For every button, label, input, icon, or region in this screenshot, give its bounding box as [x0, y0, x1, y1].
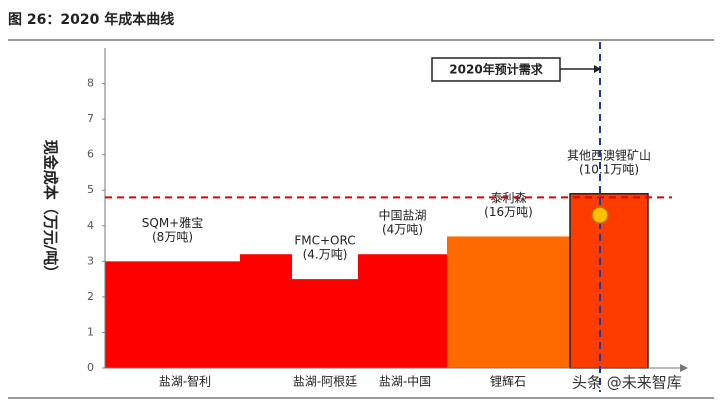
chart-title: 图 26：2020 年成本曲线 — [8, 11, 174, 28]
bar — [240, 254, 292, 368]
x-tick-label: 盐湖-中国 — [379, 374, 431, 389]
y-axis-label: 现金成本（万元/吨） — [42, 140, 60, 280]
y-tick-label: 0 — [87, 361, 94, 374]
bar-label: 泰利森 — [490, 190, 526, 205]
y-tick-label: 4 — [87, 219, 94, 232]
bar — [569, 193, 649, 369]
x-tick-label: 盐湖-阿根廷 — [293, 374, 357, 389]
bar-label: FMC+ORC — [294, 234, 355, 248]
bar-label: (4.万吨) — [303, 248, 348, 262]
bar-label: (8万吨) — [152, 230, 193, 244]
demand-arrowhead — [594, 65, 601, 73]
y-tick-label: 3 — [87, 254, 94, 267]
bar-label: 中国盐湖 — [378, 208, 426, 223]
bar-label: SQM+雅宝 — [142, 215, 203, 230]
price-point — [591, 206, 609, 224]
x-tick-label: 盐湖-智利 — [159, 374, 211, 389]
bar-label: (16万吨) — [484, 205, 533, 219]
y-tick-label: 5 — [87, 183, 94, 196]
y-tick-label: 8 — [87, 77, 94, 90]
bar-label: (4万吨) — [382, 223, 423, 237]
bar — [292, 279, 358, 368]
x-tick-label: 锂辉石 — [490, 374, 526, 389]
bar — [105, 261, 240, 368]
demand-label: 2020年预计需求 — [449, 62, 543, 77]
y-tick-label: 1 — [87, 325, 94, 338]
y-tick-label: 2 — [87, 290, 94, 303]
bar-label: 其他西澳锂矿山 — [567, 147, 651, 162]
bar — [447, 236, 570, 368]
bar — [358, 254, 447, 368]
y-tick-label: 7 — [87, 112, 94, 125]
y-tick-label: 6 — [87, 148, 94, 161]
x-axis-arrow — [680, 364, 688, 372]
bar-label: (10.1万吨) — [579, 162, 639, 176]
watermark: 头条 @未来智库 — [572, 374, 682, 392]
